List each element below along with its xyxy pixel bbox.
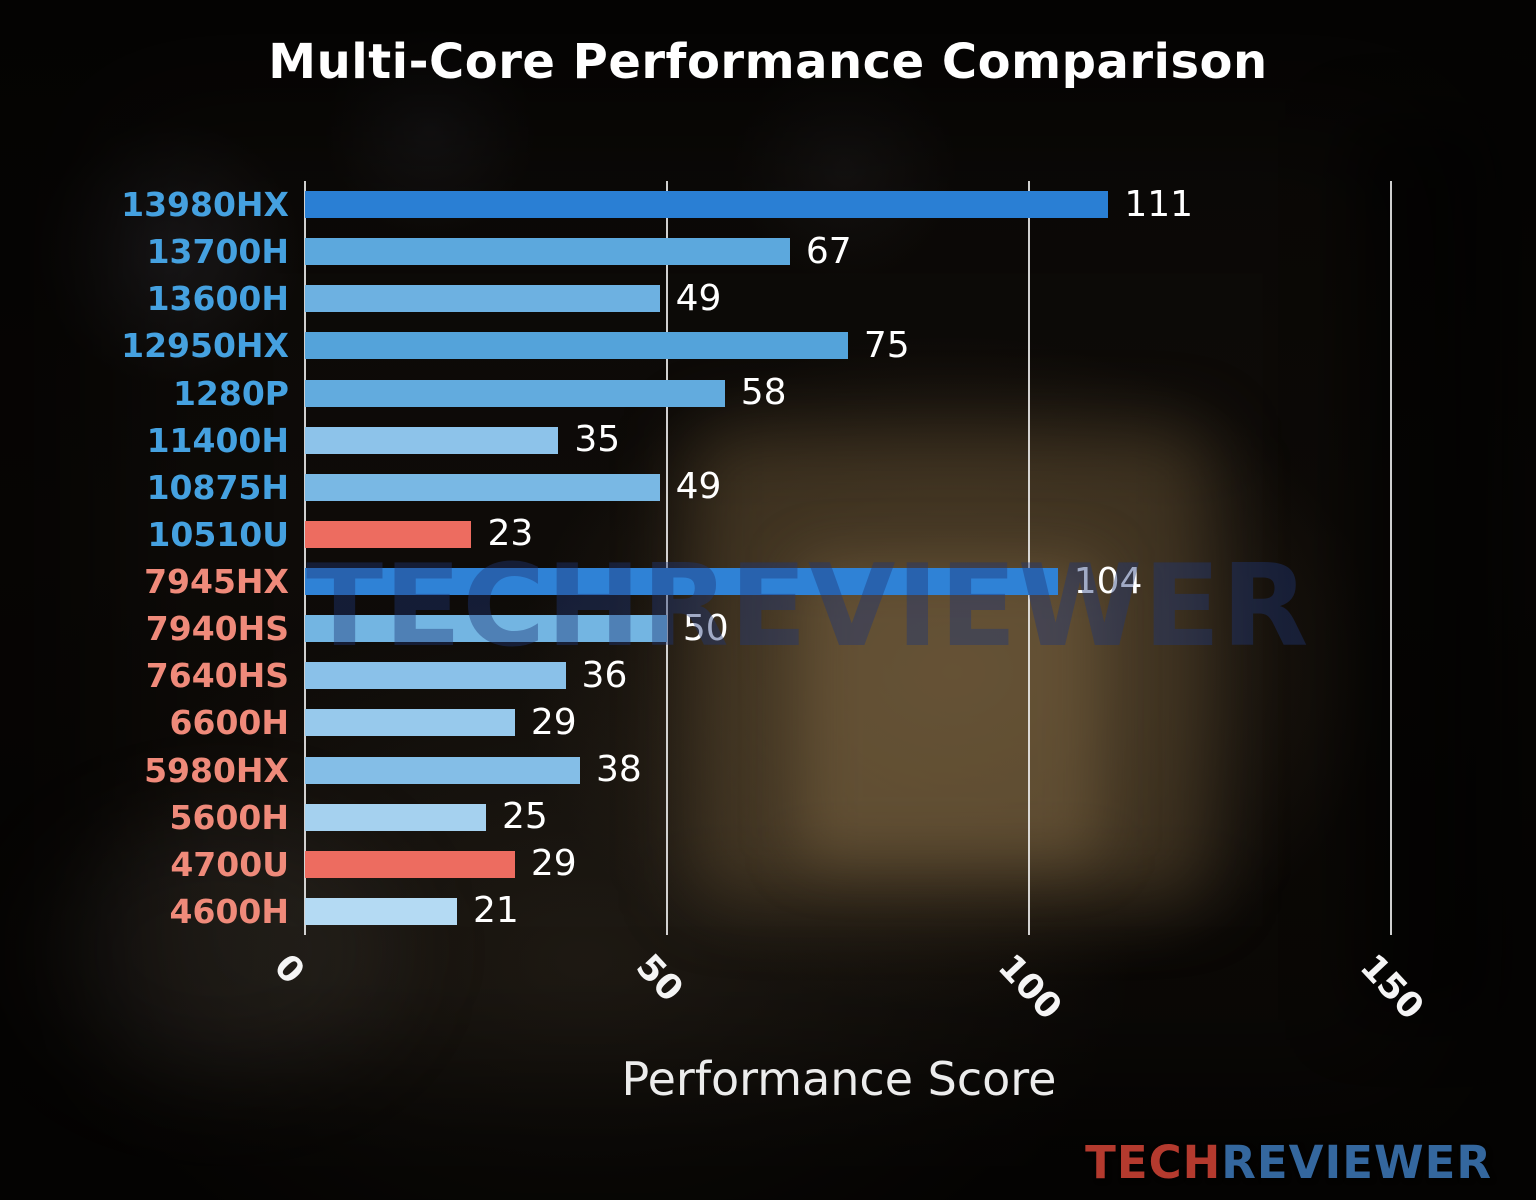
bar (305, 850, 515, 878)
bar (305, 568, 1058, 596)
value-label: 111 (1124, 183, 1194, 225)
value-label: 50 (682, 607, 729, 649)
y-tick-label: 5600H (169, 797, 289, 837)
bar (305, 615, 667, 643)
value-label: 104 (1073, 560, 1143, 602)
y-tick-label: 6600H (169, 703, 289, 743)
value-label: 21 (472, 890, 519, 932)
bar-row: 13700H 67 (147, 228, 1463, 275)
value-label: 29 (530, 843, 577, 885)
x-tick-label: 100 (989, 946, 1069, 1028)
bar-row: 7945HX 104 (144, 558, 1463, 605)
bar (305, 473, 660, 501)
gridlines (304, 181, 1463, 935)
value-label: 67 (805, 230, 852, 272)
y-tick-label: 7940HS (145, 609, 289, 649)
bar (305, 379, 725, 407)
bar-row: 11400H 35 (147, 417, 1463, 464)
brand-tech: TECH (1085, 1136, 1222, 1189)
gridline (1027, 181, 1030, 935)
value-label: 29 (530, 701, 577, 743)
gridline (665, 181, 668, 935)
value-label: 35 (574, 419, 621, 461)
value-label: 38 (596, 749, 642, 791)
x-axis-label: Performance Score (621, 1052, 1057, 1106)
bar-row: 4600H 21 (170, 888, 1463, 935)
bar (305, 803, 486, 831)
y-tick-label: 4700U (170, 844, 289, 884)
bar (305, 662, 566, 690)
background-cpu-core-shape (800, 560, 1100, 860)
bar (305, 191, 1109, 219)
brand-reviewer: REVIEWER (1221, 1136, 1492, 1189)
y-tick-label: 5980HX (144, 750, 289, 790)
value-label: 58 (740, 372, 787, 414)
bar (305, 238, 790, 266)
y-tick-label: 4600H (169, 891, 289, 931)
bar-row: 1280P 58 (173, 370, 1463, 417)
bar (305, 520, 472, 548)
bar-row: 13980HX 111 (121, 181, 1463, 228)
y-tick-label: 1280P (172, 373, 289, 413)
y-tick-label: 12950HX (121, 326, 289, 366)
bar-row: 6600H 29 (170, 699, 1463, 746)
bar (305, 426, 559, 454)
background-shadow-bar (1346, 120, 1496, 1020)
bar (305, 332, 848, 360)
y-tick-label: 13980HX (121, 185, 289, 225)
bar-row: 7640HS 36 (146, 652, 1463, 699)
x-tick-label: 50 (627, 946, 691, 1010)
bar-row: 12950HX 75 (121, 322, 1463, 369)
y-tick-label: 7945HX (144, 562, 289, 602)
plot-area: 13980HX 111 13700H 67 13600H 49 12950HX 75 1280P… (121, 181, 1463, 1028)
value-label: 49 (675, 277, 722, 319)
bar-row: 13600H 49 (147, 275, 1463, 322)
value-label: 75 (863, 324, 910, 366)
brand-logo: TECHREVIEWER (1085, 1136, 1492, 1189)
x-tick-label: 150 (1351, 946, 1431, 1028)
bar-row: 4700U 29 (170, 841, 1463, 888)
bar (305, 285, 660, 313)
value-label: 23 (487, 513, 534, 555)
axis-line (304, 181, 306, 935)
y-tick-label: 10510U (147, 514, 289, 554)
y-tick-label: 7640HS (145, 656, 289, 696)
background-cpu-shape (690, 430, 1210, 900)
gridline (1389, 181, 1392, 935)
x-axis: 0 50 100 150 (266, 935, 1463, 1055)
y-tick-label: 11400H (146, 420, 289, 460)
value-label: 49 (675, 466, 722, 508)
y-tick-label: 13600H (146, 279, 289, 319)
value-label: 25 (501, 796, 548, 838)
bar (305, 709, 515, 737)
y-tick-label: 10875H (146, 467, 289, 507)
bar (305, 897, 457, 925)
y-tick-label: 13700H (146, 232, 289, 272)
bar-row: 10510U 23 (147, 511, 1463, 558)
bar-row: 5980HX 38 (144, 747, 1463, 794)
value-label: 36 (581, 654, 628, 696)
bar-rows: 13980HX 111 13700H 67 13600H 49 12950HX 75 1280P… (121, 181, 1463, 935)
bar-row: 10875H 49 (147, 464, 1463, 511)
bar-row: 7940HS 50 (146, 605, 1463, 652)
chart-title: Multi-Core Performance Comparison (268, 34, 1268, 90)
bar-row: 5600H 25 (170, 794, 1463, 841)
bar (305, 756, 581, 784)
